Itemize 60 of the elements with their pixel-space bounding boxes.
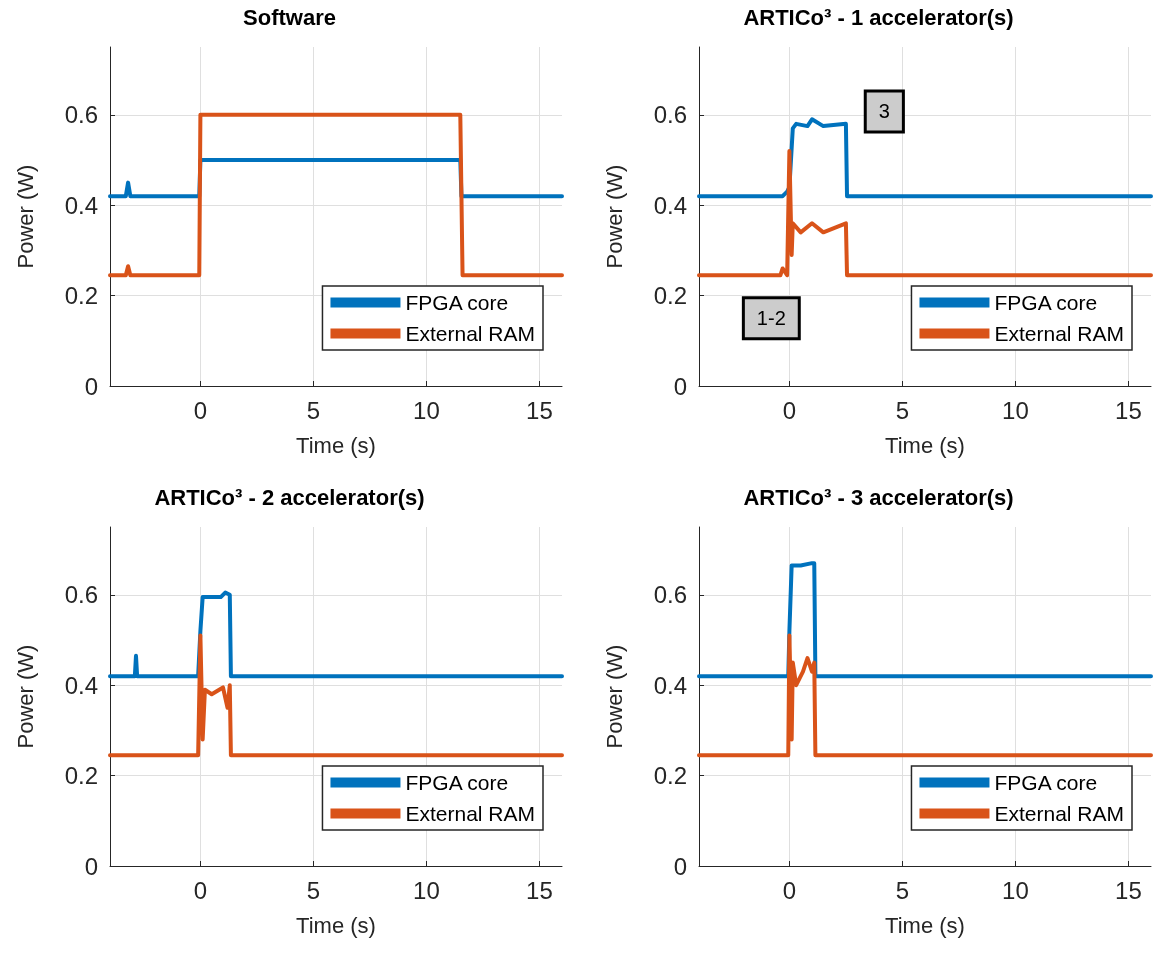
x-tick-label: 15 — [526, 396, 553, 424]
y-tick-label: 0.4 — [64, 671, 98, 699]
x-tick-label: 10 — [413, 396, 440, 424]
line-series — [697, 561, 1153, 679]
legend-label: External RAM — [405, 322, 536, 345]
y-tick-label: 0.2 — [653, 282, 687, 310]
y-tick-label: 0 — [84, 852, 98, 880]
legend-label: FPGA core — [405, 291, 509, 314]
y-tick-label: 0.2 — [653, 762, 687, 790]
x-tick-label: 10 — [1002, 396, 1029, 424]
chart-title: ARTICo³ - 1 accelerator(s) — [743, 4, 1014, 30]
line-series — [108, 590, 564, 679]
x-tick-label: 5 — [306, 876, 321, 904]
x-tick-label: 0 — [193, 876, 208, 904]
x-axis-title: Time (s) — [296, 432, 376, 458]
y-tick-label: 0 — [84, 372, 98, 400]
y-axis-title: Power (W) — [12, 644, 38, 749]
x-tick-label: 5 — [895, 396, 910, 424]
chart-title: ARTICo³ - 3 accelerator(s) — [743, 484, 1014, 510]
x-axis-title: Time (s) — [885, 912, 965, 938]
annotation: 3 — [878, 100, 890, 123]
x-tick-label: 15 — [526, 876, 553, 904]
x-axis-title: Time (s) — [885, 432, 965, 458]
y-axis-title: Power (W) — [601, 644, 627, 749]
y-tick-label: 0 — [673, 372, 687, 400]
x-tick-label: 0 — [782, 876, 797, 904]
x-tick-label: 10 — [413, 876, 440, 904]
x-tick-label: 15 — [1115, 876, 1142, 904]
x-tick-label: 0 — [193, 396, 208, 424]
y-tick-label: 0.4 — [653, 191, 687, 219]
y-tick-label: 0.6 — [653, 581, 687, 609]
y-tick-label: 0.6 — [653, 101, 687, 129]
legend-label: FPGA core — [994, 771, 1098, 794]
legend-label: FPGA core — [405, 771, 509, 794]
x-axis-title: Time (s) — [296, 912, 376, 938]
legend-label: External RAM — [994, 802, 1125, 825]
annotation: 1-2 — [756, 307, 786, 330]
y-tick-label: 0.6 — [64, 101, 98, 129]
y-axis-title: Power (W) — [601, 164, 627, 269]
legend-label: FPGA core — [994, 291, 1098, 314]
line-series — [108, 633, 564, 758]
chart-title: Software — [243, 4, 336, 30]
line-series — [697, 117, 1153, 199]
y-tick-label: 0.4 — [64, 191, 98, 219]
legend-label: External RAM — [405, 802, 536, 825]
x-tick-label: 0 — [782, 396, 797, 424]
line-series — [697, 633, 1153, 758]
y-axis-title: Power (W) — [12, 164, 38, 269]
line-series — [697, 148, 1153, 278]
x-tick-label: 5 — [895, 876, 910, 904]
y-tick-label: 0.4 — [653, 671, 687, 699]
y-tick-label: 0.6 — [64, 581, 98, 609]
chart-title: ARTICo³ - 2 accelerator(s) — [154, 484, 425, 510]
x-tick-label: 10 — [1002, 876, 1029, 904]
legend-label: External RAM — [994, 322, 1125, 345]
x-tick-label: 15 — [1115, 396, 1142, 424]
x-tick-label: 5 — [306, 396, 321, 424]
y-tick-label: 0 — [673, 852, 687, 880]
y-tick-label: 0.2 — [64, 762, 98, 790]
y-tick-label: 0.2 — [64, 282, 98, 310]
